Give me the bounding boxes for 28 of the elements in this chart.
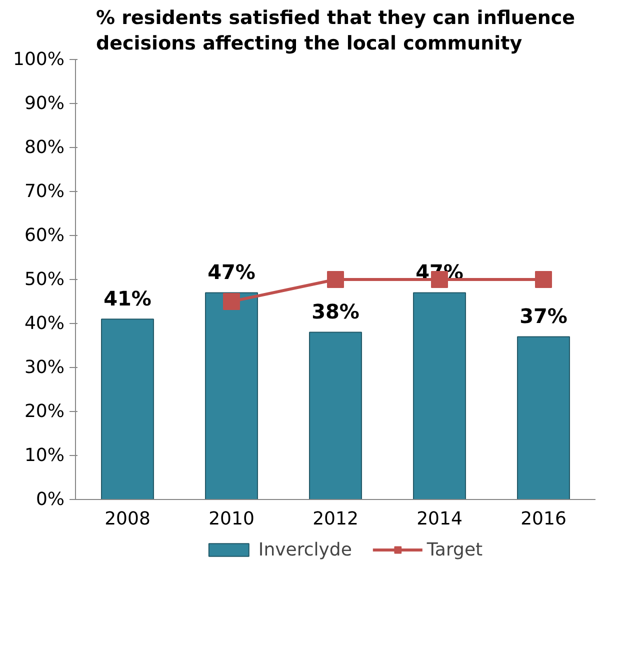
y-tick-label: 40% [24, 313, 65, 334]
x-tick-label: 2012 [312, 508, 358, 530]
y-tick-label: 90% [24, 93, 65, 114]
bar [309, 332, 362, 500]
data-label: 37% [520, 304, 568, 328]
y-tick-label: 50% [24, 269, 65, 290]
data-label: 41% [104, 286, 152, 310]
y-tick-label: 70% [24, 181, 65, 202]
y-tick-label: 10% [24, 445, 65, 466]
y-tick-label: 30% [24, 357, 65, 378]
y-tick-label: 80% [24, 137, 65, 158]
legend-label: Inverclyde [258, 539, 352, 560]
bar [517, 336, 570, 500]
x-tick-label: 2008 [104, 508, 150, 530]
chart-title: % residents satisfied that they can influence decisions affecting the local community [96, 7, 576, 54]
y-tick-label: 60% [24, 225, 65, 246]
bar [101, 318, 154, 500]
y-tick-label: 0% [36, 489, 65, 510]
legend-label: Target [426, 539, 483, 560]
x-tick-label: 2016 [520, 508, 566, 530]
x-tick-label: 2010 [208, 508, 254, 530]
y-tick-label: 100% [13, 49, 65, 70]
bar [413, 292, 466, 500]
y-tick-label: 20% [24, 401, 65, 422]
data-label: 38% [312, 300, 360, 324]
bar [205, 292, 258, 500]
x-tick-label: 2014 [416, 508, 462, 530]
data-label: 47% [208, 260, 256, 284]
